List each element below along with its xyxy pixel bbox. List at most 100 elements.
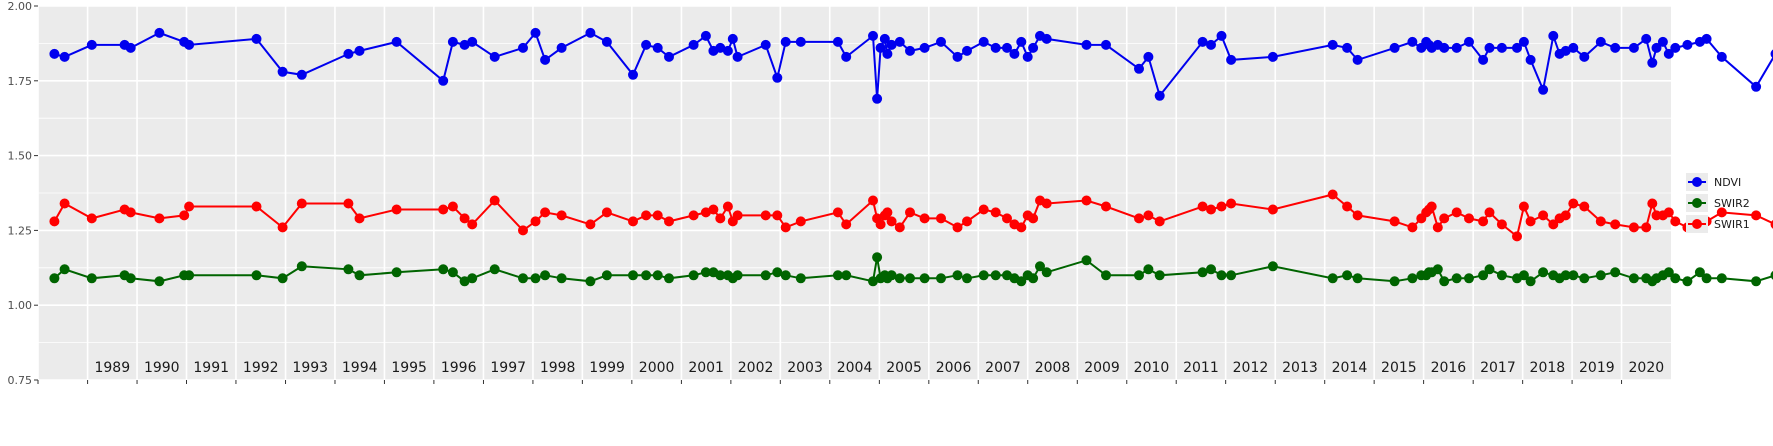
data-point [1682,40,1692,50]
data-point [1206,264,1216,274]
data-point [895,273,905,283]
data-point [1439,43,1449,53]
data-point [1478,55,1488,65]
x-tick-label: 1994 [342,360,378,376]
data-point [438,205,448,215]
data-point [154,213,164,223]
data-point [355,213,365,223]
data-point [833,207,843,217]
data-point [882,207,892,217]
data-point [936,273,946,283]
data-point [953,222,963,232]
x-tick-label: 2016 [1431,360,1467,376]
data-point [518,225,528,235]
data-point [154,28,164,38]
data-point [1485,207,1495,217]
data-point [796,273,806,283]
data-point [355,46,365,56]
data-point [1407,273,1417,283]
data-point [1452,207,1462,217]
data-point [1407,37,1417,47]
data-point [1519,37,1529,47]
data-point [641,270,651,280]
data-point [531,28,541,38]
data-point [184,270,194,280]
data-point [585,276,595,286]
data-point [653,270,663,280]
x-tick-label: 2014 [1332,360,1368,376]
data-point [1439,276,1449,286]
legend-label: SWIR2 [1714,197,1750,210]
data-point [1579,202,1589,212]
data-point [1023,52,1033,62]
data-point [991,270,1001,280]
data-point [1610,219,1620,229]
data-point [518,273,528,283]
x-tick-label: 1990 [144,360,180,376]
x-tick-label: 2010 [1134,360,1170,376]
data-point [772,73,782,83]
data-point [833,37,843,47]
data-point [895,37,905,47]
data-point [1464,213,1474,223]
data-point [953,270,963,280]
data-point [179,210,189,220]
data-point [343,199,353,209]
data-point [1328,190,1338,200]
data-point [392,37,402,47]
data-point [1751,82,1761,92]
data-point [49,49,59,59]
data-point [1217,31,1227,41]
data-point [49,273,59,283]
data-point [1143,210,1153,220]
data-point [1217,270,1227,280]
data-point [490,264,500,274]
data-point [1268,52,1278,62]
data-point [602,37,612,47]
data-point [761,210,771,220]
data-point [343,49,353,59]
data-point [1561,210,1571,220]
data-point [1647,199,1657,209]
data-point [1082,40,1092,50]
data-point [841,52,851,62]
legend-label: SWIR1 [1714,218,1750,231]
data-point [882,49,892,59]
data-point [772,210,782,220]
x-tick-label: 2003 [787,360,823,376]
data-point [1568,270,1578,280]
data-point [653,210,663,220]
data-point [733,270,743,280]
legend-key-point [1692,177,1702,187]
data-point [184,202,194,212]
data-point [796,216,806,226]
data-point [252,202,262,212]
y-axis: 0.751.001.251.501.752.00 [8,0,39,387]
data-point [1538,210,1548,220]
x-tick-label: 1989 [94,360,130,376]
data-point [796,37,806,47]
data-point [278,273,288,283]
x-tick-label: 2007 [985,360,1021,376]
data-point [689,210,699,220]
data-point [761,40,771,50]
data-point [184,40,194,50]
data-point [1042,267,1052,277]
x-tick-label: 2005 [886,360,922,376]
x-tick-label: 2012 [1233,360,1269,376]
data-point [872,94,882,104]
y-tick-label: 1.75 [8,75,33,88]
data-point [781,37,791,47]
data-point [1647,58,1657,68]
data-point [905,207,915,217]
data-point [723,202,733,212]
data-point [841,219,851,229]
data-point [715,213,725,223]
data-point [448,202,458,212]
data-point [1641,34,1651,44]
data-point [1009,49,1019,59]
data-point [154,276,164,286]
data-point [708,205,718,215]
data-point [49,216,59,226]
data-point [1519,202,1529,212]
